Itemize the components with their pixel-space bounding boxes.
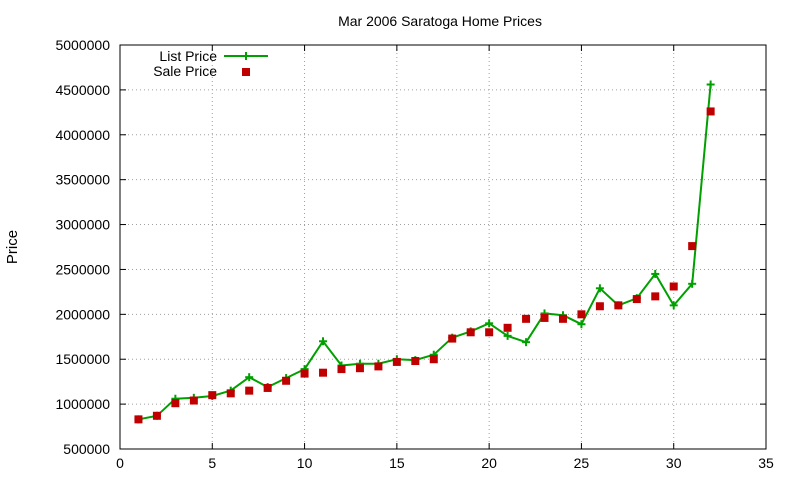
- point-sale-price: [282, 376, 291, 385]
- point-list-price: [485, 319, 494, 328]
- point-sale-price: [669, 282, 678, 291]
- legend: List Price Sale Price: [153, 48, 268, 79]
- point-sale-price: [189, 396, 198, 405]
- point-sale-price: [355, 364, 364, 373]
- point-list-price: [522, 338, 531, 347]
- point-sale-price: [171, 399, 180, 408]
- x-tick-label: 10: [297, 455, 313, 471]
- point-sale-price: [558, 314, 567, 323]
- grid: [120, 45, 766, 449]
- point-sale-price: [319, 368, 328, 377]
- y-tick-label: 2000000: [55, 306, 110, 322]
- point-sale-price: [706, 107, 715, 116]
- x-tick-label: 25: [574, 455, 590, 471]
- point-list-price: [503, 331, 512, 340]
- point-sale-price: [134, 415, 143, 424]
- point-sale-price: [300, 369, 309, 378]
- x-tick-label: 35: [758, 455, 774, 471]
- point-sale-price: [226, 389, 235, 398]
- y-tick-label: 2500000: [55, 261, 110, 277]
- point-list-price: [669, 301, 678, 310]
- point-list-price: [706, 80, 715, 89]
- y-tick-label: 1000000: [55, 396, 110, 412]
- y-tick-label: 3500000: [55, 172, 110, 188]
- point-sale-price: [448, 334, 457, 343]
- point-sale-price: [466, 328, 475, 337]
- point-list-price: [577, 320, 586, 329]
- point-sale-price: [540, 313, 549, 322]
- y-tick-label: 5000000: [55, 37, 110, 53]
- point-sale-price: [577, 310, 586, 319]
- point-sale-price: [522, 314, 531, 323]
- y-axis-label: Price: [4, 230, 21, 264]
- point-sale-price: [429, 355, 438, 364]
- plot-frame: [119, 44, 767, 450]
- y-tick-label: 1500000: [55, 351, 110, 367]
- x-tick-label: 30: [666, 455, 682, 471]
- y-tick-label: 4500000: [55, 82, 110, 98]
- point-sale-price: [485, 328, 494, 337]
- y-tick-label: 4000000: [55, 127, 110, 143]
- point-sale-price: [337, 365, 346, 374]
- point-sale-price: [688, 242, 697, 251]
- plot-series: [134, 80, 715, 424]
- point-sale-price: [595, 302, 604, 311]
- chart-title: Mar 2006 Saratoga Home Prices: [338, 13, 542, 29]
- legend-label-sale-price: Sale Price: [153, 63, 217, 79]
- point-sale-price: [614, 301, 623, 310]
- point-sale-price: [411, 357, 420, 366]
- legend-label-list-price: List Price: [159, 48, 217, 64]
- point-list-price: [319, 337, 328, 346]
- point-sale-price: [245, 386, 254, 395]
- point-sale-price: [263, 383, 272, 392]
- point-sale-price: [152, 411, 161, 420]
- axis-ticks: 0 5 10 15 20 25 30 35 500000 1000000 1500000 200000…: [55, 37, 774, 471]
- y-tick-label: 500000: [63, 441, 110, 457]
- point-sale-price: [651, 292, 660, 301]
- point-list-price: [245, 373, 254, 382]
- point-sale-price: [503, 323, 512, 332]
- x-tick-label: 20: [481, 455, 497, 471]
- point-list-price: [688, 279, 697, 288]
- point-list-price: [651, 269, 660, 278]
- point-list-price: [595, 284, 604, 293]
- point-sale-price: [392, 357, 401, 366]
- x-tick-label: 5: [208, 455, 216, 471]
- legend-marker-list-price: [242, 52, 250, 60]
- point-sale-price: [208, 391, 217, 400]
- y-tick-label: 3000000: [55, 217, 110, 233]
- x-tick-label: 15: [389, 455, 405, 471]
- x-tick-label: 0: [116, 455, 124, 471]
- point-sale-price: [374, 362, 383, 371]
- legend-marker-sale-price: [242, 68, 250, 76]
- point-sale-price: [632, 295, 641, 304]
